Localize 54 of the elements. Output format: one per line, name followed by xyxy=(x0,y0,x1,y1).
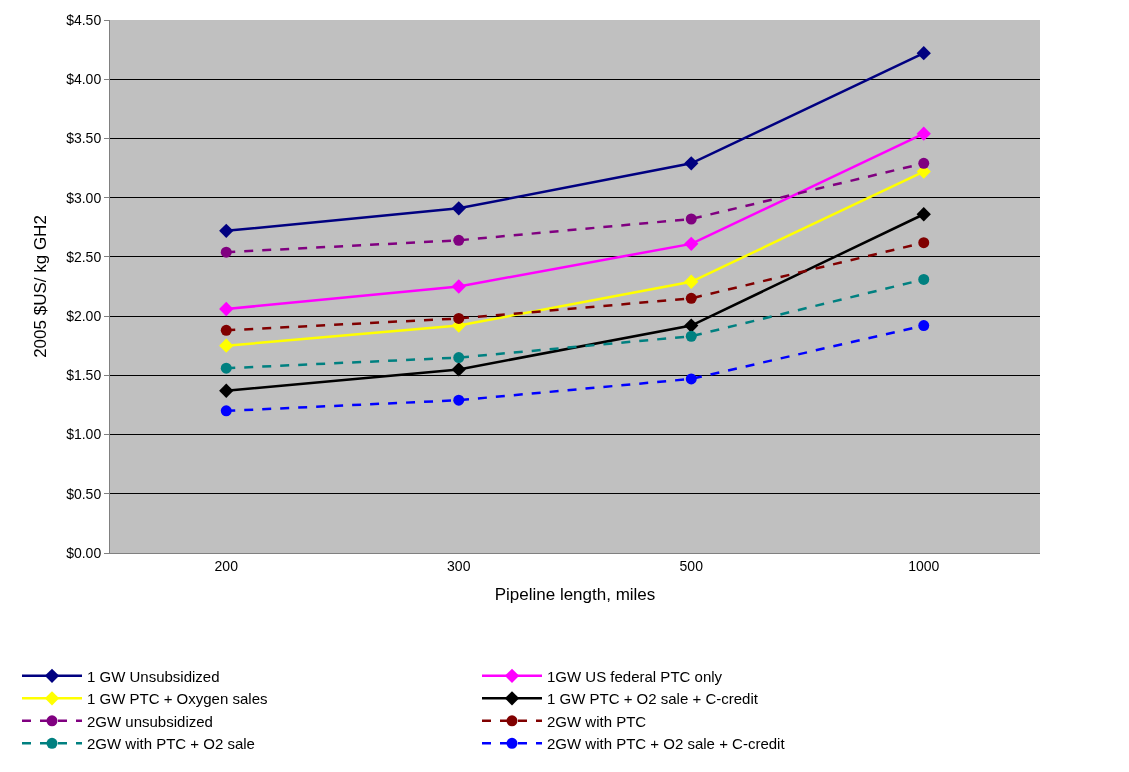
point xyxy=(453,394,465,406)
point xyxy=(684,318,699,333)
y-tick-label: $3.00 xyxy=(66,189,102,206)
y-tick-label: $2.00 xyxy=(66,308,102,325)
point xyxy=(220,324,232,336)
point xyxy=(451,362,466,377)
point xyxy=(916,126,931,141)
y-tick-label: $0.50 xyxy=(66,485,102,502)
point xyxy=(219,223,234,238)
y-tick-label: $1.00 xyxy=(66,426,102,443)
point xyxy=(453,234,465,246)
legend-label: 2GW with PTC xyxy=(547,712,647,730)
y-tick-label: $2.50 xyxy=(66,248,102,265)
legend-label: 1GW US federal PTC only xyxy=(547,667,723,685)
point xyxy=(684,156,699,171)
x-tick-label: 200 xyxy=(214,557,239,574)
legend-label: 1 GW PTC + Oxygen sales xyxy=(87,690,268,708)
point xyxy=(220,405,232,417)
point xyxy=(220,362,232,374)
y-axis-title: 2005 $US/ kg GH2 xyxy=(30,215,50,358)
point xyxy=(219,301,234,317)
point xyxy=(220,246,232,258)
y-tick-label: $1.50 xyxy=(66,367,102,384)
point xyxy=(916,207,931,222)
point xyxy=(453,352,465,364)
y-tick-label: $4.00 xyxy=(66,71,102,88)
point xyxy=(918,273,930,285)
point xyxy=(219,338,234,353)
point xyxy=(219,383,234,398)
point xyxy=(685,373,697,385)
point xyxy=(918,320,930,332)
legend-label: 2GW with PTC + O2 sale + C-credit xyxy=(547,735,786,753)
point xyxy=(451,279,466,294)
point xyxy=(684,236,699,252)
x-tick-label: 1000 xyxy=(908,557,940,574)
point xyxy=(453,312,465,324)
legend-label: 2GW unsubsidized xyxy=(87,712,213,730)
legend-label: 1 GW PTC + O2 sale + C-credit xyxy=(547,690,759,708)
point xyxy=(685,213,697,225)
point xyxy=(451,201,466,216)
legend-label: 2GW with PTC + O2 sale xyxy=(87,735,255,753)
x-tick-label: 300 xyxy=(447,557,471,574)
point xyxy=(684,274,699,289)
point xyxy=(916,46,931,61)
point xyxy=(918,157,930,169)
x-axis-title: Pipeline length, miles xyxy=(494,585,656,605)
point xyxy=(918,237,930,249)
y-tick-label: $0.00 xyxy=(66,544,102,561)
x-tick-label: 500 xyxy=(679,557,704,574)
point xyxy=(685,292,697,304)
point xyxy=(685,330,697,342)
legend-label: 1 GW Unsubsidized xyxy=(87,667,220,685)
y-tick-label: $3.50 xyxy=(66,130,102,147)
y-tick-label: $4.50 xyxy=(66,11,102,28)
